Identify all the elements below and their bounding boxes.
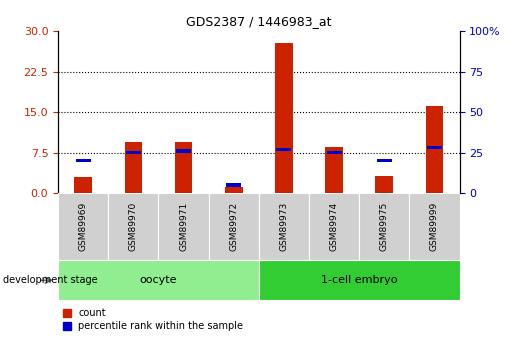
Text: GSM89999: GSM89999 <box>430 202 439 252</box>
Bar <box>159 193 209 260</box>
Bar <box>126 151 141 154</box>
Bar <box>209 193 259 260</box>
Text: 1-cell embryo: 1-cell embryo <box>321 275 397 285</box>
Bar <box>58 260 259 300</box>
Text: oocyte: oocyte <box>140 275 177 285</box>
Bar <box>108 193 159 260</box>
Bar <box>259 260 460 300</box>
Bar <box>410 193 460 260</box>
Bar <box>74 177 92 193</box>
Bar <box>226 184 241 187</box>
Bar <box>427 146 442 149</box>
Bar <box>309 193 359 260</box>
Text: GSM89975: GSM89975 <box>380 202 389 252</box>
Bar <box>176 149 191 152</box>
Text: development stage: development stage <box>3 275 97 285</box>
Bar <box>276 148 291 151</box>
Bar <box>125 142 142 193</box>
Bar <box>175 142 192 193</box>
Text: GSM89970: GSM89970 <box>129 202 138 252</box>
Bar <box>275 43 293 193</box>
Bar <box>327 151 341 154</box>
Bar <box>58 193 108 260</box>
Text: GSM89972: GSM89972 <box>229 202 238 252</box>
Title: GDS2387 / 1446983_at: GDS2387 / 1446983_at <box>186 16 332 29</box>
Text: GSM89969: GSM89969 <box>79 202 88 252</box>
Bar <box>376 176 393 193</box>
Bar <box>259 193 309 260</box>
Legend: count, percentile rank within the sample: count, percentile rank within the sample <box>63 308 243 332</box>
Text: GSM89973: GSM89973 <box>279 202 288 252</box>
Text: GSM89971: GSM89971 <box>179 202 188 252</box>
Bar <box>377 159 392 162</box>
Bar <box>325 147 343 193</box>
Text: GSM89974: GSM89974 <box>330 202 338 252</box>
Bar <box>359 193 410 260</box>
Bar <box>76 159 90 162</box>
Bar <box>426 106 443 193</box>
Bar <box>225 187 242 193</box>
